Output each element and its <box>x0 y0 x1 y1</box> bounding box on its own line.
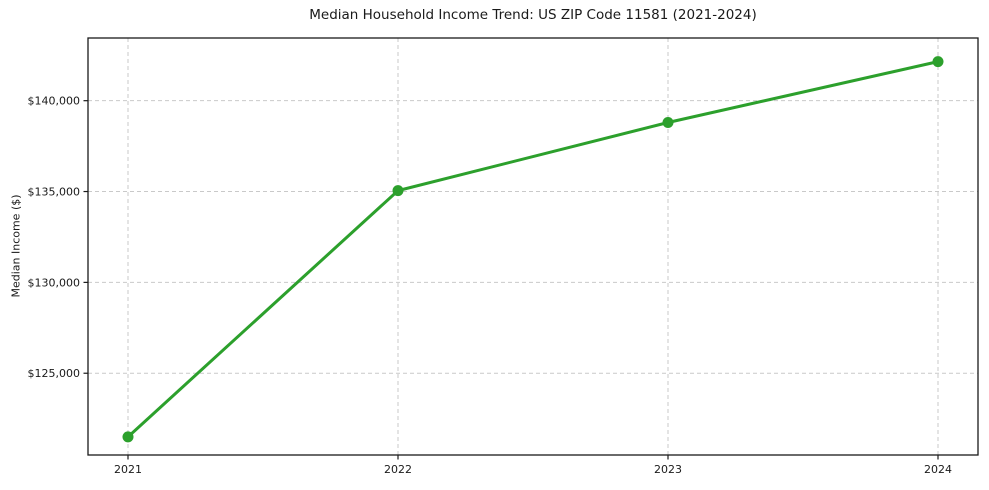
y-tick-label: $140,000 <box>28 95 81 108</box>
plot-border <box>87 37 979 456</box>
data-point-2021 <box>122 431 134 443</box>
x-tick-label: 2024 <box>924 463 952 476</box>
y-tick-label: $125,000 <box>28 367 81 380</box>
x-tick-label: 2021 <box>114 463 142 476</box>
data-point-2023 <box>662 116 674 128</box>
x-tick-label: 2023 <box>654 463 682 476</box>
chart-title: Median Household Income Trend: US ZIP Co… <box>309 7 757 23</box>
y-tick-label: $135,000 <box>28 186 81 199</box>
x-tick-label: 2022 <box>384 463 412 476</box>
data-point-2024 <box>932 56 944 68</box>
trend-line <box>126 60 940 439</box>
y-tick-label: $130,000 <box>28 276 81 289</box>
data-point-2022 <box>392 185 404 197</box>
